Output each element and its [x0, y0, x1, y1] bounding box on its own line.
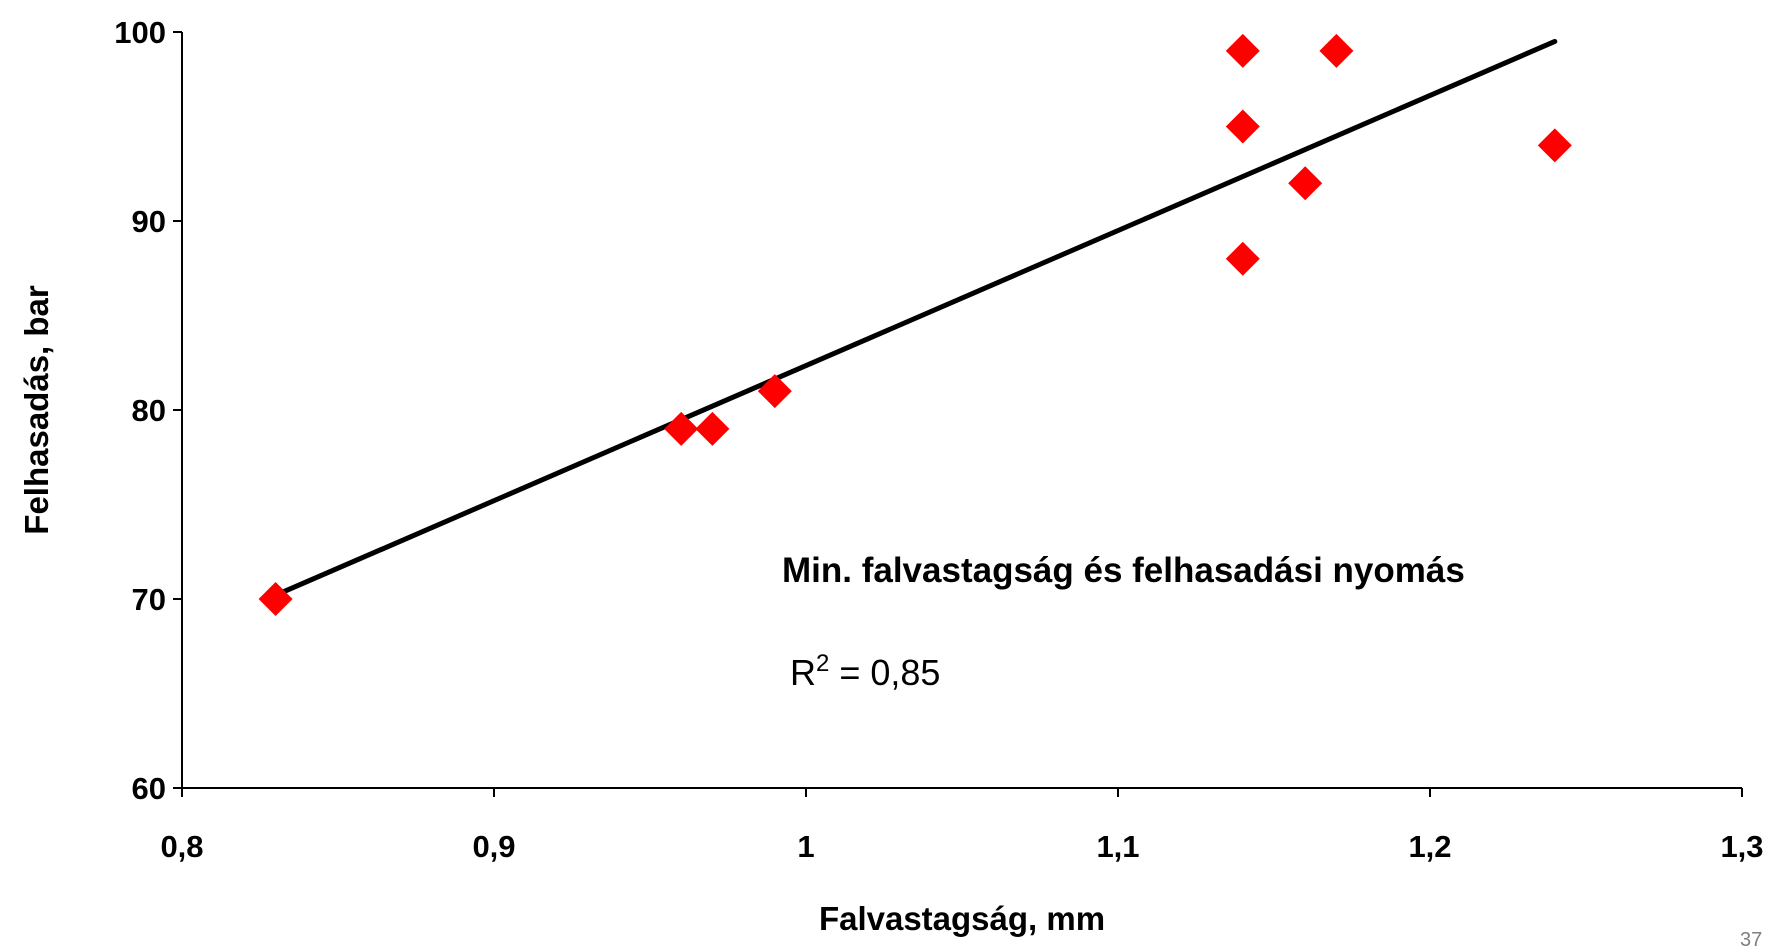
- data-point-diamond: [1537, 128, 1572, 163]
- y-axis-ticks: 60 70 80 90 100: [114, 15, 182, 806]
- y-tick-label: 60: [132, 771, 166, 806]
- x-axis-title: Falvastagság, mm: [819, 900, 1105, 937]
- x-tick-label: 1,3: [1720, 829, 1763, 864]
- x-tick-label: 1: [797, 829, 814, 864]
- chart-annotation-title: Min. falvastagság és felhasadási nyomás: [782, 551, 1465, 590]
- data-point-diamond: [258, 582, 293, 616]
- data-point-diamond: [1225, 109, 1260, 144]
- data-point-diamond: [1319, 33, 1354, 68]
- y-tick-label: 70: [132, 582, 166, 617]
- y-tick-label: 80: [132, 393, 166, 428]
- r-squared-superscript: 2: [816, 650, 829, 677]
- linear-trendline: [273, 38, 1558, 598]
- y-tick-label: 100: [114, 15, 166, 50]
- axes: [181, 32, 1742, 789]
- data-point-diamond: [1225, 33, 1260, 68]
- y-axis-title: Felhasadás, bar: [18, 285, 55, 535]
- data-point-diamond: [757, 374, 792, 409]
- data-point-diamond: [695, 411, 730, 446]
- data-point-diamond: [664, 411, 699, 446]
- data-points: [258, 33, 1572, 616]
- x-tick-label: 0,9: [472, 829, 515, 864]
- r-squared-annotation: R2 = 0,85: [790, 650, 940, 693]
- x-axis-ticks: 0,8 0,9 1 1,1 1,2 1,3: [160, 788, 1764, 864]
- y-tick-label: 90: [132, 204, 166, 239]
- r-squared-letter: R: [790, 652, 816, 693]
- data-point-diamond: [1288, 166, 1323, 201]
- data-point-diamond: [1225, 241, 1260, 276]
- x-tick-label: 0,8: [160, 829, 203, 864]
- r-squared-value: = 0,85: [829, 652, 940, 693]
- x-tick-label: 1,1: [1096, 829, 1139, 864]
- trendline-layer: [273, 38, 1558, 598]
- x-tick-label: 1,2: [1408, 829, 1451, 864]
- page-number: 37: [1740, 929, 1762, 946]
